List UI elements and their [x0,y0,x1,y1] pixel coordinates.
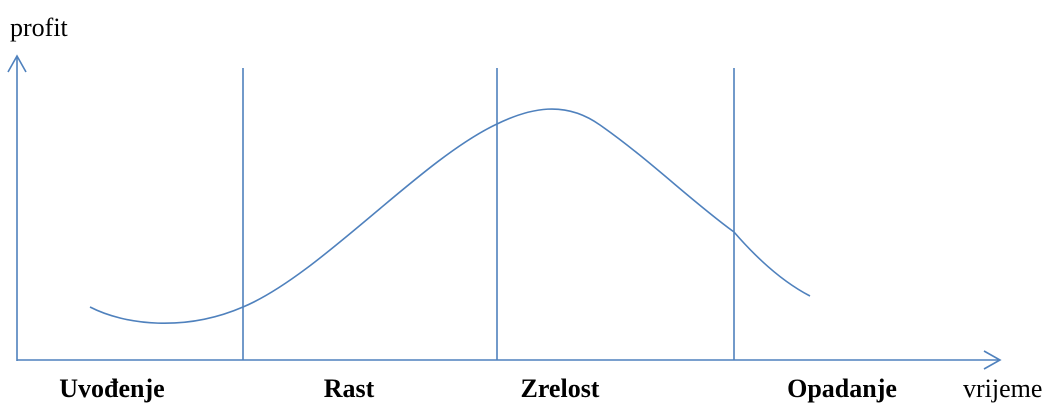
x-axis-arrow [983,350,1002,370]
stage-label: Rast [324,374,375,403]
x-axis-label: vrijeme [963,374,1042,403]
life-cycle-curve [89,108,811,325]
stage-label: Uvođenje [59,374,164,403]
y-axis-arrow [7,54,27,73]
stage-label: Zrelost [521,374,600,403]
stage-label: Opadanje [787,374,897,403]
y-axis-label: profit [10,13,69,42]
